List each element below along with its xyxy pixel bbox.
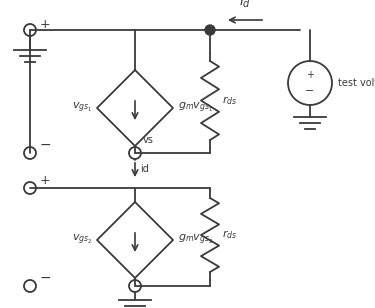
Text: +: + [40,18,51,31]
Text: test voltage vd: test voltage vd [338,78,375,88]
Text: $r_{ds}$: $r_{ds}$ [222,229,237,241]
Text: $r_{ds}$: $r_{ds}$ [222,94,237,107]
Text: $v_{gs_1}$: $v_{gs_1}$ [72,101,92,115]
Circle shape [205,25,215,35]
Text: $g_m v_{gs_1}$: $g_m v_{gs_1}$ [178,101,213,115]
Text: +: + [306,70,314,80]
Text: $g_m v_{gs_2}$: $g_m v_{gs_2}$ [178,233,213,247]
Text: $i_d$: $i_d$ [239,0,251,10]
Text: id: id [140,164,149,174]
Text: vs: vs [143,135,154,145]
Text: −: − [40,271,52,285]
Text: −: − [305,86,315,96]
Text: −: − [40,138,52,152]
Text: $v_{gs_2}$: $v_{gs_2}$ [72,233,92,247]
Text: +: + [40,173,51,187]
